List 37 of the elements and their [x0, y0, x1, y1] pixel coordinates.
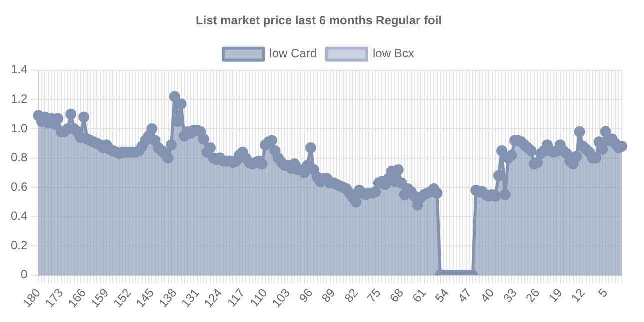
y-tick-label: 1.4 [10, 62, 28, 77]
x-tick-label: 138 [156, 286, 180, 310]
y-tick-label: 1.0 [10, 121, 28, 136]
x-tick-label: 145 [133, 286, 158, 310]
x-tick-label: 131 [178, 286, 203, 310]
x-tick-label: 89 [319, 286, 339, 306]
x-tick-label: 166 [65, 286, 90, 310]
x-tick-label: 82 [342, 286, 362, 306]
y-tick-label: 0 [20, 268, 28, 282]
legend-label: low Card [270, 46, 318, 61]
x-tick-label: 75 [364, 286, 384, 306]
x-tick-label: 68 [387, 286, 407, 306]
x-tick-label: 12 [568, 286, 588, 306]
x-tick-label: 180 [20, 286, 44, 310]
x-tick-label: 96 [296, 286, 316, 306]
legend-label: low Bcx [373, 46, 414, 61]
x-tick-label: 124 [201, 286, 226, 310]
x-tick-label: 40 [478, 286, 498, 306]
x-tick-label: 110 [247, 286, 271, 310]
y-tick-label: 0.8 [10, 150, 28, 165]
x-tick-label: 5 [596, 286, 611, 300]
x-tick-label: 47 [455, 286, 475, 306]
x-tick-label: 33 [500, 286, 520, 306]
x-tick-label: 159 [88, 286, 112, 310]
x-tick-label: 54 [432, 286, 452, 306]
chart-title: List market price last 6 months Regular foil [196, 14, 442, 28]
x-tick-label: 173 [42, 286, 66, 310]
x-tick-label: 26 [523, 286, 543, 306]
x-tick-label: 152 [110, 286, 134, 310]
y-tick-label: 0.6 [10, 180, 28, 194]
x-tick-label: 19 [546, 286, 566, 306]
x-tick-label: 117 [224, 286, 248, 310]
y-tick-label: 0.2 [10, 238, 28, 252]
y-tick-label: 0.4 [10, 209, 28, 224]
x-tick-label: 61 [410, 286, 430, 306]
x-tick-label: 103 [269, 286, 294, 310]
y-tick-label: 1.2 [10, 92, 28, 106]
